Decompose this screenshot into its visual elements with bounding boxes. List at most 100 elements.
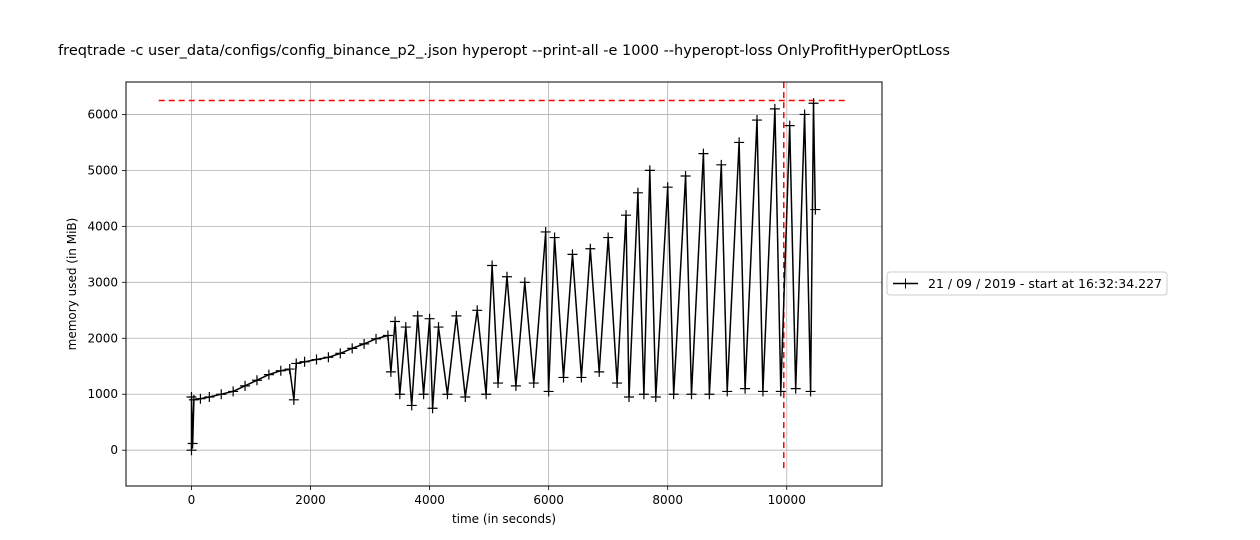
data-point-marker xyxy=(228,386,239,397)
data-point-marker xyxy=(481,389,492,400)
data-point-marker xyxy=(519,277,530,288)
data-point-marker xyxy=(757,386,768,397)
data-point-marker xyxy=(585,243,596,254)
y-axis: 0 1000 2000 3000 4000 5000 6000 xyxy=(87,107,126,457)
data-point-marker xyxy=(406,400,417,411)
legend-marker-swatch xyxy=(900,278,911,289)
data-point-marker xyxy=(472,305,483,316)
data-point-marker xyxy=(769,103,780,114)
data-point-marker xyxy=(784,120,795,131)
data-point-marker xyxy=(662,182,673,193)
series-layer xyxy=(186,98,821,456)
data-point-marker xyxy=(668,389,679,400)
data-point-marker xyxy=(186,445,197,456)
data-point-marker xyxy=(216,389,227,400)
data-point-marker xyxy=(686,389,697,400)
data-point-marker xyxy=(460,392,471,403)
plot-frame xyxy=(125,81,883,487)
data-point-marker xyxy=(335,348,346,359)
legend-frame xyxy=(886,271,1168,296)
data-point-marker xyxy=(427,403,438,414)
data-point-marker xyxy=(284,364,295,375)
y-tick-label: 3000 xyxy=(87,275,118,289)
chart-title: freqtrade -c user_data/configs/config_bi… xyxy=(58,43,950,59)
data-point-marker xyxy=(716,159,727,170)
data-point-marker xyxy=(347,343,358,354)
y-tick-label: 2000 xyxy=(87,331,118,345)
data-point-marker xyxy=(740,383,751,394)
x-tick-label: 6000 xyxy=(533,493,564,507)
series-line xyxy=(190,102,817,451)
data-point-marker xyxy=(810,204,821,215)
x-tick-label: 10000 xyxy=(768,493,806,507)
data-point-marker xyxy=(394,389,405,400)
data-point-marker xyxy=(734,137,745,148)
legend: 21 / 09 / 2019 - start at 16:32:34.227 xyxy=(886,271,1168,296)
data-point-marker xyxy=(187,438,198,449)
data-point-marker xyxy=(650,392,661,403)
data-point-marker xyxy=(204,392,215,403)
data-point-marker xyxy=(751,115,762,126)
data-point-marker xyxy=(540,226,551,237)
x-tick-label: 0 xyxy=(188,493,196,507)
data-point-marker xyxy=(501,271,512,282)
y-tick-label: 4000 xyxy=(87,219,118,233)
data-point-marker xyxy=(549,232,560,243)
data-point-marker xyxy=(799,109,810,120)
y-tick-label: 6000 xyxy=(87,107,118,121)
data-point-marker xyxy=(418,389,429,400)
data-point-marker xyxy=(186,392,197,403)
x-axis: 0 2000 4000 6000 8000 10000 xyxy=(188,486,806,507)
data-point-marker xyxy=(412,310,423,321)
data-point-marker xyxy=(632,187,643,198)
x-axis-label: time (in seconds) xyxy=(452,512,556,526)
x-tick-label: 4000 xyxy=(414,493,445,507)
data-point-marker xyxy=(510,380,521,391)
data-point-marker xyxy=(576,372,587,383)
data-point-marker xyxy=(263,369,274,380)
data-point-marker xyxy=(624,392,635,403)
data-point-marker xyxy=(371,333,382,344)
grid xyxy=(126,82,882,486)
x-tick-label: 2000 xyxy=(295,493,326,507)
data-point-marker xyxy=(493,378,504,389)
y-axis-label: memory used (in MiB) xyxy=(65,218,79,351)
data-point-marker xyxy=(451,310,462,321)
data-point-marker xyxy=(400,322,411,333)
data-point-marker xyxy=(195,393,206,404)
data-point-marker xyxy=(240,380,251,391)
data-point-marker xyxy=(790,383,801,394)
data-point-marker xyxy=(385,366,396,377)
data-point-marker xyxy=(291,358,302,369)
data-point-marker xyxy=(722,386,733,397)
data-point-marker xyxy=(638,389,649,400)
y-tick-label: 1000 xyxy=(87,387,118,401)
data-point-marker xyxy=(251,375,262,386)
data-point-marker xyxy=(680,171,691,182)
data-point-marker xyxy=(567,249,578,260)
x-tick-label: 8000 xyxy=(652,493,683,507)
data-point-marker xyxy=(288,394,299,405)
data-point-marker xyxy=(775,386,786,397)
data-point-marker xyxy=(390,316,401,327)
data-point-marker xyxy=(621,210,632,221)
data-point-marker xyxy=(603,232,614,243)
legend-entry: 21 / 09 / 2019 - start at 16:32:34.227 xyxy=(928,276,1162,291)
data-point-marker xyxy=(543,386,554,397)
data-point-marker xyxy=(188,394,199,405)
data-point-marker xyxy=(433,322,444,333)
data-point-marker xyxy=(442,389,453,400)
data-point-marker xyxy=(528,378,539,389)
y-tick-label: 5000 xyxy=(87,163,118,177)
data-point-marker xyxy=(359,338,370,349)
data-point-marker xyxy=(805,386,816,397)
y-tick-label: 0 xyxy=(110,443,118,457)
data-point-marker xyxy=(487,260,498,271)
data-point-marker xyxy=(612,378,623,389)
data-point-marker xyxy=(704,389,715,400)
data-point-marker xyxy=(808,98,819,109)
data-point-marker xyxy=(311,354,322,365)
data-point-marker xyxy=(644,165,655,176)
data-point-marker xyxy=(558,372,569,383)
